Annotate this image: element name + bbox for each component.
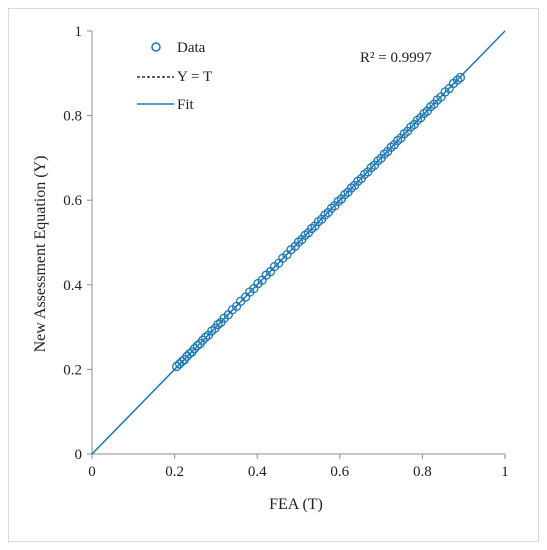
r-squared-annotation: R² = 0.9997	[360, 50, 432, 66]
x-tick-label: 0.6	[330, 464, 349, 480]
y-tick-label: 0.2	[63, 362, 82, 378]
x-tick-labels: 0 0.2 0.4 0.6 0.8 1	[88, 454, 509, 480]
axes	[91, 31, 505, 455]
y-tick-label: 0.8	[63, 109, 82, 125]
y-tick-label: 0.6	[63, 193, 82, 209]
legend-marker-data	[151, 42, 161, 52]
data-point	[198, 335, 208, 345]
x-tick-label: 0.2	[165, 464, 184, 480]
data-point	[192, 341, 202, 351]
y-tick-label: 0.4	[63, 278, 82, 294]
scatter-chart: 0 0.2 0.4 0.6 0.8 1 0 0.2 0.4 0.6 0.8 1 FEA (T) Ne…	[32, 24, 509, 513]
data-point	[184, 349, 195, 359]
data-point	[455, 72, 466, 83]
data-point	[200, 332, 211, 342]
y-tick-label: 1	[75, 24, 83, 40]
data-point	[172, 361, 182, 372]
x-axis-title: FEA (T)	[269, 496, 323, 513]
legend: Data Y = T Fit	[137, 40, 212, 113]
y-tick-labels: 0 0.2 0.4 0.6 0.8 1	[63, 24, 92, 463]
data-points	[172, 72, 466, 372]
x-tick-label: 1	[501, 464, 509, 480]
data-point	[177, 356, 187, 367]
x-tick-label: 0	[88, 464, 96, 480]
data-point	[213, 319, 223, 330]
x-tick-label: 0.8	[413, 464, 432, 480]
legend-label-reference: Y = T	[177, 69, 212, 85]
y-tick-label: 0	[75, 447, 83, 463]
legend-label-data: Data	[177, 40, 206, 56]
y-axis-title: New Assessment Equation (Y)	[32, 156, 49, 353]
legend-label-fit: Fit	[177, 97, 195, 113]
chart-frame: 0 0.2 0.4 0.6 0.8 1 0 0.2 0.4 0.6 0.8 1 FEA (T) Ne…	[8, 8, 539, 542]
x-tick-label: 0.4	[248, 464, 267, 480]
data-point	[452, 75, 463, 85]
data-point	[189, 344, 200, 354]
